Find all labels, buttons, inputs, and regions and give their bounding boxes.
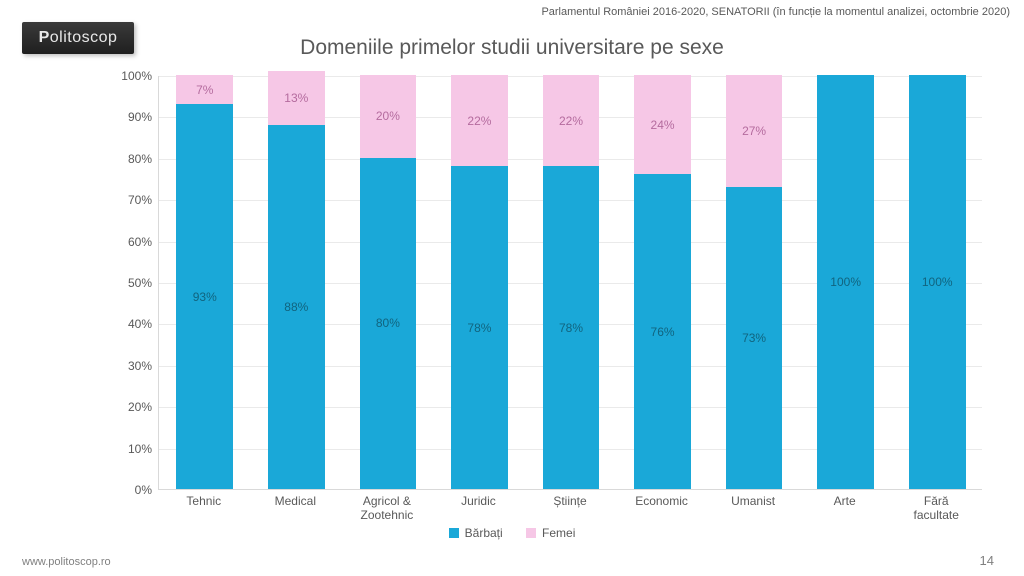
y-tick-label: 50%	[116, 276, 152, 290]
y-tick-label: 100%	[116, 69, 152, 83]
legend-swatch-male	[449, 528, 459, 538]
x-tick-label: Arte	[799, 494, 891, 508]
page-number: 14	[980, 553, 994, 568]
bar-group: 100%	[909, 76, 966, 489]
legend-label-male: Bărbați	[465, 526, 503, 540]
bar-label-male: 73%	[726, 331, 783, 345]
y-tick-label: 10%	[116, 442, 152, 456]
bar-label-female: 22%	[451, 114, 508, 128]
x-tick-label: Economic	[616, 494, 708, 508]
x-tick-label: Juridic	[433, 494, 525, 508]
legend-item-female: Femei	[526, 526, 575, 540]
y-tick-label: 20%	[116, 400, 152, 414]
y-tick-label: 70%	[116, 193, 152, 207]
bar-label-male: 93%	[176, 290, 233, 304]
y-tick-label: 90%	[116, 110, 152, 124]
legend-swatch-female	[526, 528, 536, 538]
header-right-text: Parlamentul României 2016-2020, SENATORI…	[541, 6, 1010, 18]
legend-label-female: Femei	[542, 526, 575, 540]
bar-label-male: 100%	[817, 275, 874, 289]
y-tick-label: 0%	[116, 483, 152, 497]
bar-label-female: 22%	[543, 114, 600, 128]
bar-label-male: 78%	[543, 321, 600, 335]
bar-group: 78% 22%	[543, 76, 600, 489]
bar-label-male: 100%	[909, 275, 966, 289]
bar-label-male: 78%	[451, 321, 508, 335]
bar-label-female: 7%	[176, 83, 233, 97]
footer-left: www.politoscop.ro	[22, 556, 111, 568]
x-tick-label: Umanist	[707, 494, 799, 508]
y-tick-label: 60%	[116, 235, 152, 249]
bar-group: 78% 22%	[451, 76, 508, 489]
y-tick-label: 30%	[116, 359, 152, 373]
plot-area: 93% 7% 88% 13% 80% 20% 78% 22% 78% 22% 76% 24% 73% 27…	[158, 76, 982, 490]
legend: Bărbați Femei	[0, 526, 1024, 541]
bar-label-male: 88%	[268, 300, 325, 314]
bar-label-female: 13%	[268, 91, 325, 105]
chart-area: 93% 7% 88% 13% 80% 20% 78% 22% 78% 22% 76% 24% 73% 27…	[112, 76, 992, 490]
bar-group: 88% 13%	[268, 76, 325, 489]
chart-title: Domeniile primelor studii universitare p…	[0, 36, 1024, 60]
bar-label-male: 80%	[360, 316, 417, 330]
y-tick-label: 40%	[116, 317, 152, 331]
x-tick-label: Tehnic	[158, 494, 250, 508]
bar-label-female: 27%	[726, 124, 783, 138]
bar-label-male: 76%	[634, 325, 691, 339]
bar-label-female: 24%	[634, 118, 691, 132]
bar-group: 93% 7%	[176, 76, 233, 489]
y-tick-label: 80%	[116, 152, 152, 166]
bar-group: 80% 20%	[360, 76, 417, 489]
legend-item-male: Bărbați	[449, 526, 503, 540]
x-tick-label: Științe	[524, 494, 616, 508]
bar-label-female: 20%	[360, 109, 417, 123]
x-tick-label: Medical	[250, 494, 342, 508]
page: Politoscop Parlamentul României 2016-202…	[0, 0, 1024, 576]
bar-group: 73% 27%	[726, 76, 783, 489]
x-tick-label: Agricol &Zootehnic	[341, 494, 433, 523]
bar-group: 100%	[817, 76, 874, 489]
bar-group: 76% 24%	[634, 76, 691, 489]
x-tick-label: Fărăfacultate	[890, 494, 982, 523]
